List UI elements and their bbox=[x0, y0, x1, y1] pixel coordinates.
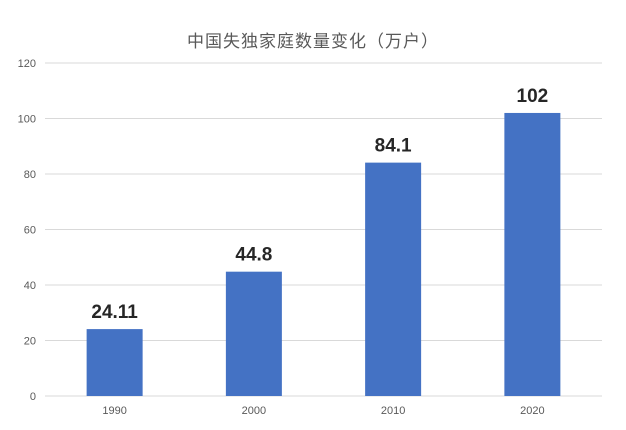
bar-2020 bbox=[504, 112, 561, 396]
x-tick-label-2010: 2010 bbox=[381, 405, 405, 417]
data-label-2010: 84.1 bbox=[375, 136, 412, 157]
chart-title: 中国失独家庭数量变化（万户） bbox=[187, 32, 439, 52]
y-tick-label: 80 bbox=[24, 169, 36, 181]
y-tick-label: 100 bbox=[18, 114, 36, 126]
data-label-2020: 102 bbox=[517, 86, 549, 107]
bar-2000 bbox=[225, 271, 282, 396]
y-tick-label: 20 bbox=[24, 336, 36, 348]
bar-1990 bbox=[86, 329, 143, 396]
y-tick-label: 0 bbox=[30, 391, 36, 403]
bar-2010 bbox=[365, 162, 422, 396]
y-tick-label: 120 bbox=[18, 58, 36, 70]
y-tick-label: 60 bbox=[24, 225, 36, 237]
y-tick-label: 40 bbox=[24, 280, 36, 292]
data-label-1990: 24.11 bbox=[91, 302, 138, 323]
data-label-2000: 44.8 bbox=[235, 245, 272, 266]
x-tick-label-1990: 1990 bbox=[102, 405, 126, 417]
x-tick-label-2000: 2000 bbox=[242, 405, 266, 417]
x-tick-label-2020: 2020 bbox=[520, 405, 544, 417]
